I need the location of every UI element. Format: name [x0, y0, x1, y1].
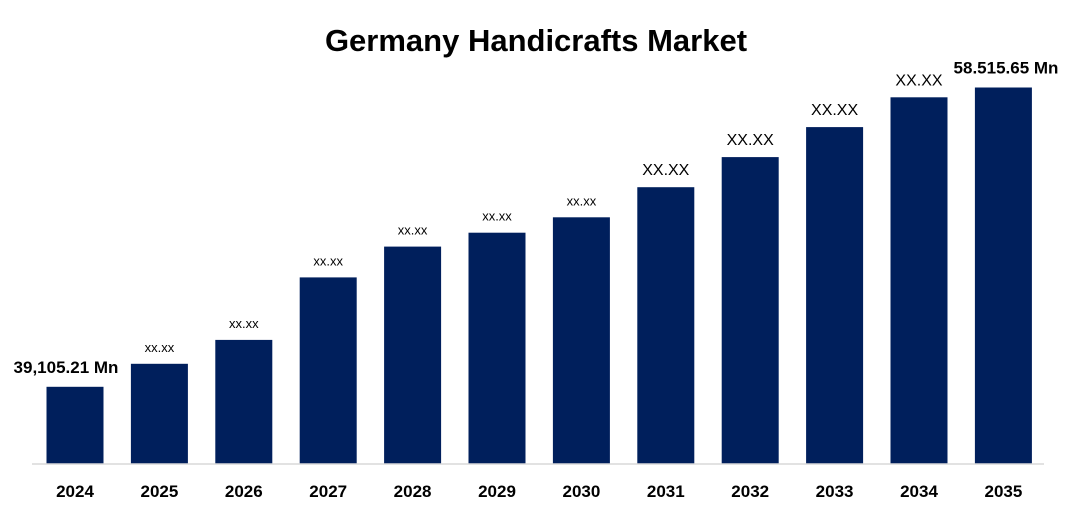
x-tick-label-2024: 2024 [56, 482, 94, 501]
data-labels-group: 39,105.21 Mn xx.xx xx.xx xx.xx xx.xx xx.xx xx.… [14, 59, 1059, 377]
data-label-2026: xx.xx [229, 316, 259, 331]
bar-2024 [46, 386, 104, 464]
data-label-2029: xx.xx [482, 209, 512, 224]
bar-2029 [468, 232, 526, 464]
x-tick-label-2033: 2033 [816, 482, 854, 501]
x-tick-label-2025: 2025 [140, 482, 178, 501]
data-label-2035: 58.515.65 Mn [954, 59, 1059, 78]
data-label-2030: xx.xx [567, 193, 597, 208]
bar-2035 [974, 87, 1032, 464]
data-label-2025: xx.xx [145, 340, 175, 355]
data-label-2033: XX.XX [811, 102, 858, 119]
bar-2030 [552, 217, 610, 464]
x-tick-label-2026: 2026 [225, 482, 263, 501]
bar-2028 [384, 246, 442, 464]
x-tick-label-2028: 2028 [394, 482, 432, 501]
x-tick-label-2032: 2032 [731, 482, 769, 501]
data-label-2028: xx.xx [398, 223, 428, 238]
bar-2032 [721, 157, 779, 464]
data-label-2034: XX.XX [895, 72, 942, 89]
bar-2031 [637, 187, 695, 464]
x-tick-label-2030: 2030 [562, 482, 600, 501]
x-tick-label-2031: 2031 [647, 482, 685, 501]
x-tick-label-2035: 2035 [984, 482, 1022, 501]
x-tick-label-2027: 2027 [309, 482, 347, 501]
data-label-2027: xx.xx [313, 253, 343, 268]
x-tick-labels-group: 2024 2025 2026 2027 2028 2029 2030 2031 2032 2033… [56, 482, 1022, 501]
bar-2034 [890, 97, 948, 465]
bar-2027 [299, 277, 357, 464]
bar-2033 [806, 127, 864, 464]
data-label-2024: 39,105.21 Mn [14, 358, 119, 377]
data-label-2031: XX.XX [642, 162, 689, 179]
bars-group [46, 87, 1032, 465]
x-tick-label-2034: 2034 [900, 482, 938, 501]
chart-title: Germany Handicrafts Market [325, 23, 747, 58]
x-tick-label-2029: 2029 [478, 482, 516, 501]
data-label-2032: XX.XX [727, 132, 774, 149]
bar-2026 [215, 339, 273, 464]
bar-2025 [130, 363, 188, 464]
